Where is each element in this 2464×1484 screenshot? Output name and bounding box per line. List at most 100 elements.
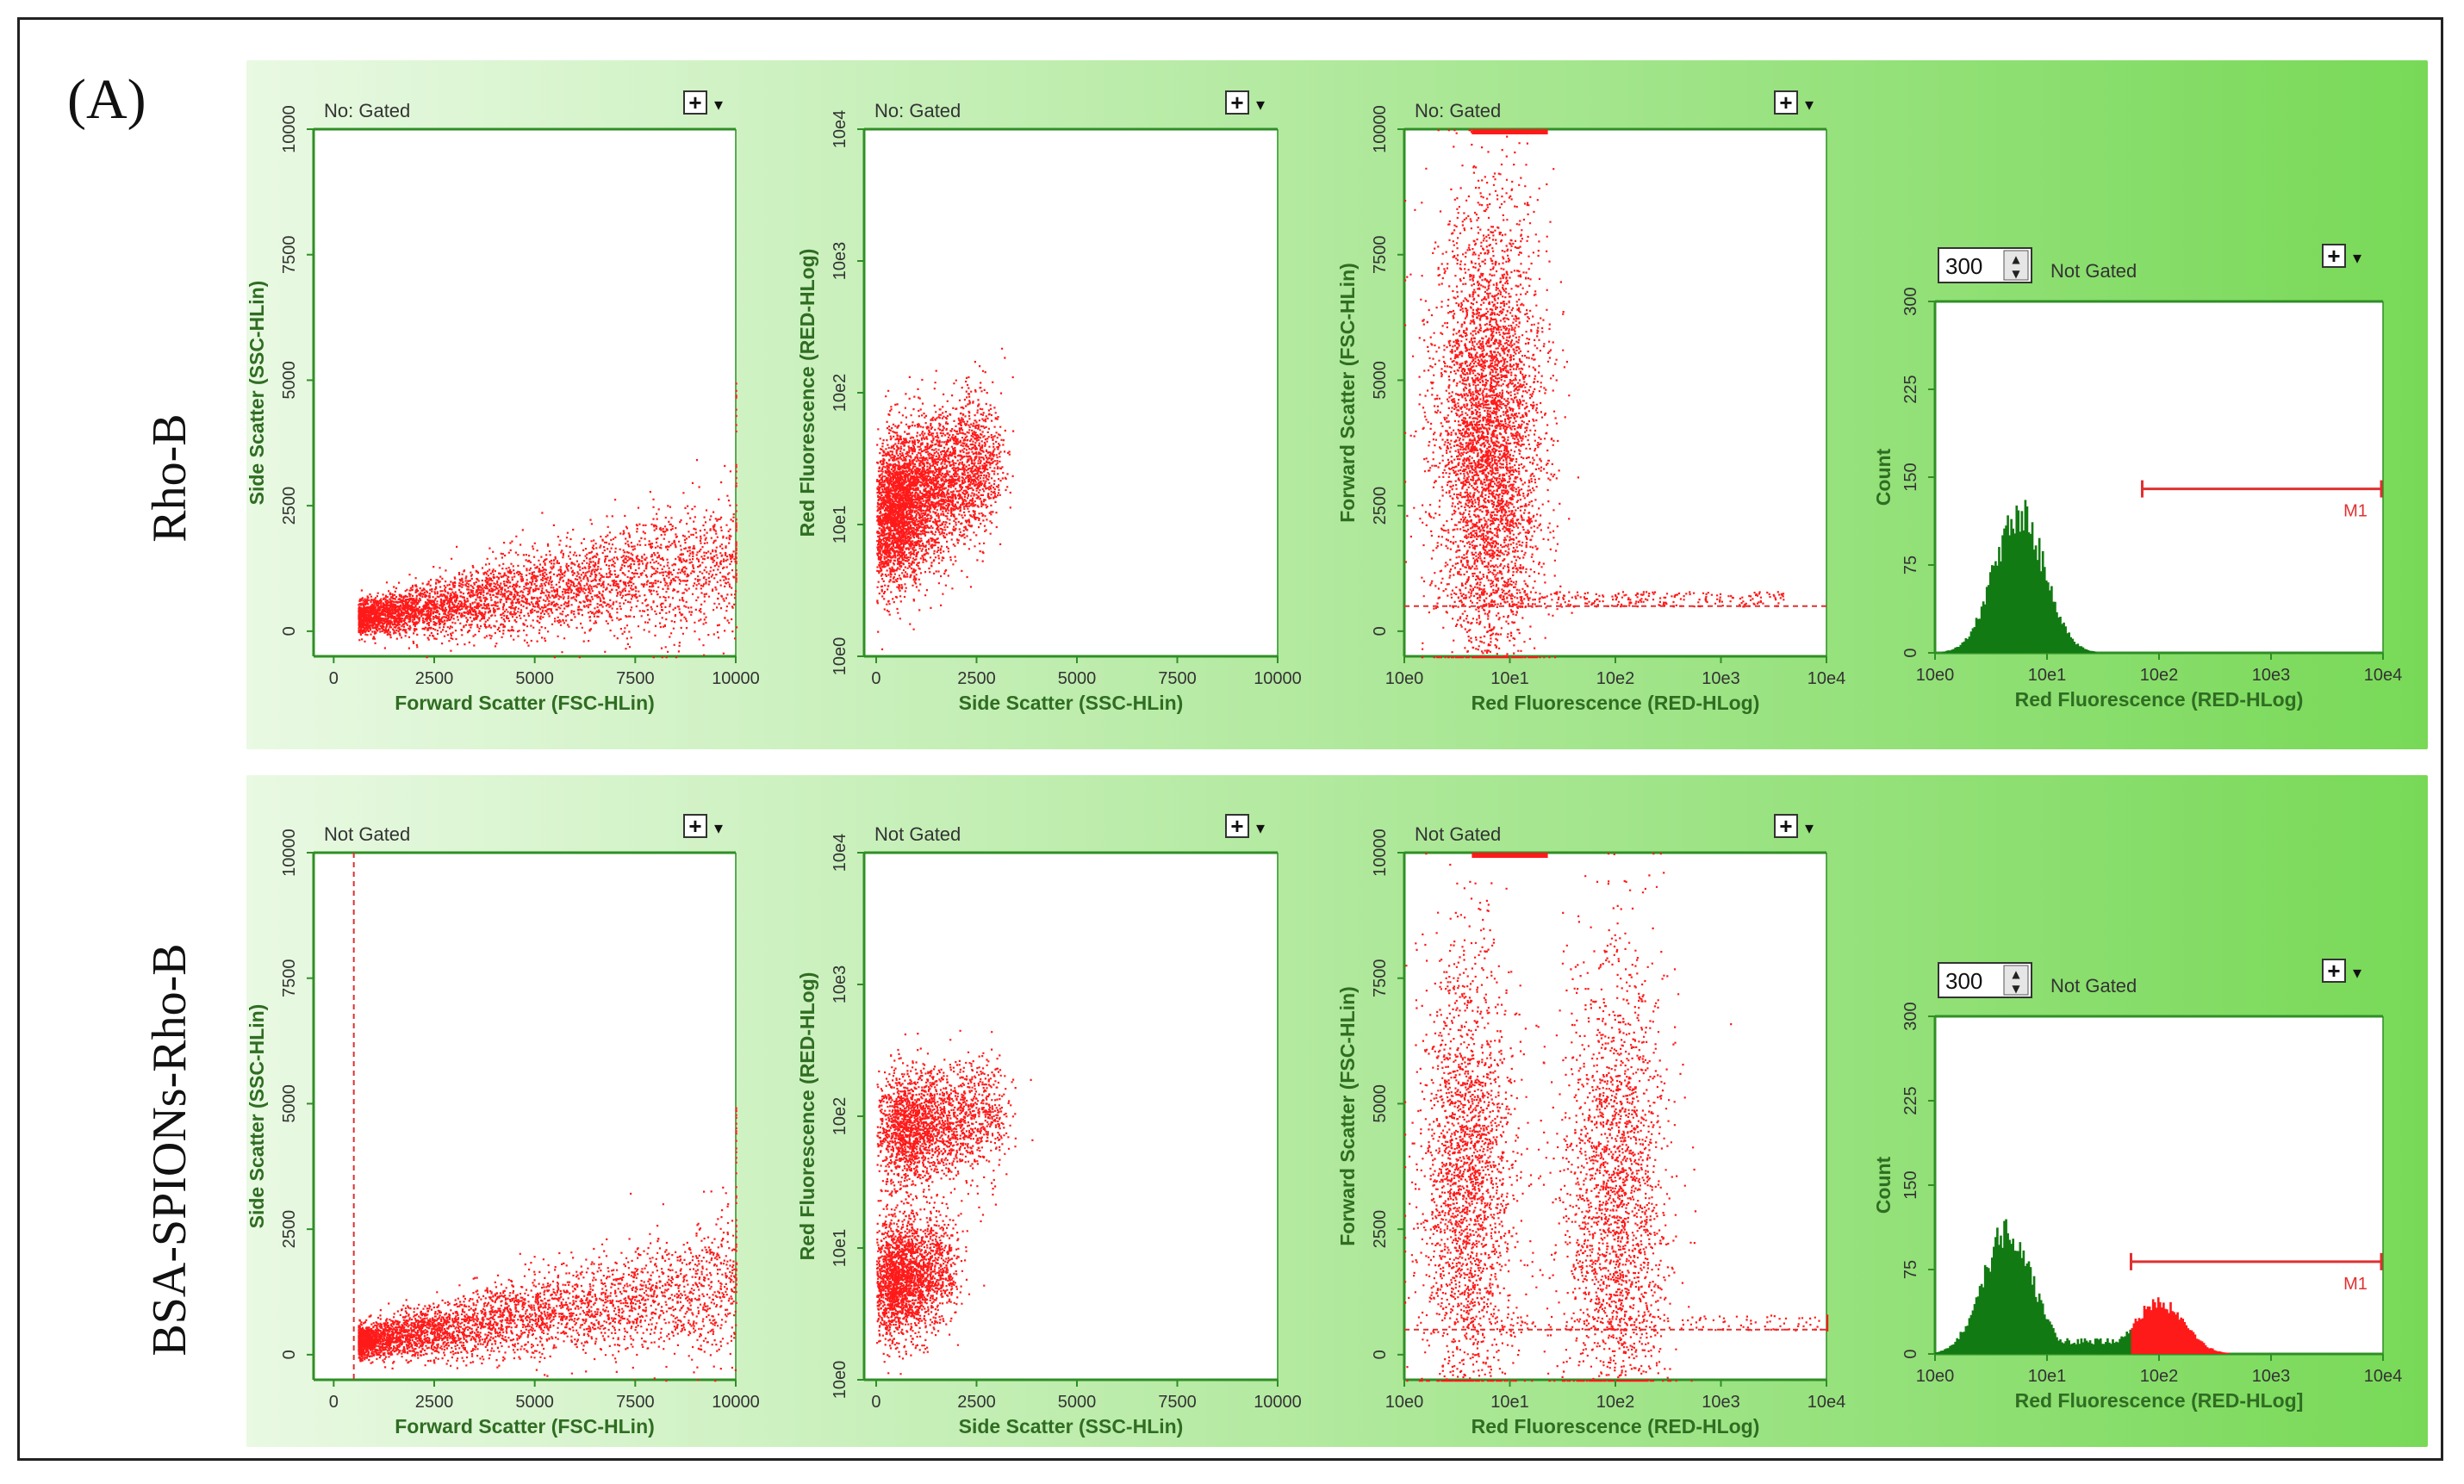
histogram-bar <box>2032 550 2036 653</box>
histogram-bar <box>1985 587 1988 653</box>
x-tick-label: 10e4 <box>2364 1367 2403 1386</box>
histogram-bar <box>2069 1344 2073 1354</box>
histogram-bar <box>2050 1324 2053 1354</box>
x-tick-label: 10e0 <box>1916 1367 1955 1386</box>
histogram-bar <box>2003 1220 2006 1354</box>
histogram-bar <box>2017 1251 2020 1354</box>
histogram-bar <box>2078 1344 2081 1354</box>
add-button <box>1225 814 1249 838</box>
gate-status-label: Not Gated <box>2050 260 2137 282</box>
histogram-bar <box>2180 1317 2183 1354</box>
histogram-bar <box>2110 1344 2112 1354</box>
x-axis-label: Forward Scatter (FSC-HLin) <box>395 1415 655 1437</box>
histogram-bar <box>1987 1268 1990 1354</box>
count-spin-value: 300 <box>1945 253 1982 279</box>
histogram-bar <box>1980 606 1983 653</box>
histogram-bar <box>2137 1318 2141 1354</box>
scatter-plot: 10e0 10e1 10e2 10e3 10e4 0 2500 5000 7500 10000 Re… <box>1336 90 1845 714</box>
histogram-bar <box>2171 1311 2174 1354</box>
histogram-bar <box>1959 1332 1963 1354</box>
histogram-bar <box>1935 1352 1938 1354</box>
histogram-bar <box>2139 1319 2143 1354</box>
histogram-bar <box>1957 1338 1961 1354</box>
y-tick-label: 5000 <box>1371 1084 1390 1123</box>
histogram-bar <box>2094 1338 2097 1354</box>
y-tick-label: 10e3 <box>831 242 849 281</box>
histogram-bar <box>2043 1314 2046 1354</box>
x-tick-label: 10e3 <box>2252 1367 2291 1386</box>
histogram-bar <box>2034 545 2038 653</box>
histogram-bar <box>2061 1342 2063 1354</box>
histogram-bar <box>2081 647 2085 653</box>
y-tick-label: 10000 <box>1371 829 1390 877</box>
histogram-bar <box>2150 1310 2153 1354</box>
histogram-bar <box>1994 1237 1997 1354</box>
histogram-bar <box>1938 1351 1941 1354</box>
histogram-bar <box>2087 649 2090 653</box>
histogram-bar <box>1954 1341 1957 1354</box>
x-tick-label: 7500 <box>1158 1393 1197 1412</box>
histogram-bar <box>2193 1334 2197 1354</box>
x-tick-label: 10e2 <box>1596 669 1635 688</box>
histogram-bar <box>2036 560 2039 653</box>
histogram-bar <box>1985 1267 1988 1354</box>
histogram-bar <box>2143 1306 2146 1354</box>
histogram-bar <box>1987 585 1990 653</box>
gate-status-label: Not Gated <box>874 823 961 845</box>
histogram-bar <box>2187 1328 2190 1354</box>
histogram-bar <box>2132 1323 2136 1354</box>
histogram-bar <box>1996 565 1999 653</box>
x-tick-label: 5000 <box>515 669 554 688</box>
x-tick-label: 0 <box>871 669 880 688</box>
add-button <box>683 90 707 115</box>
histogram-bar <box>2052 1327 2055 1354</box>
x-tick-label: 10000 <box>1254 669 1302 688</box>
histogram-bar <box>1976 1296 1980 1354</box>
y-tick-label: 10000 <box>280 105 299 153</box>
histogram-bar <box>2217 1351 2219 1354</box>
plus-icon: + <box>2327 243 2340 269</box>
y-tick-label: 2500 <box>280 487 299 525</box>
spin-down-icon: ▼ <box>2012 268 2020 280</box>
x-tick-label: 10e3 <box>1702 669 1740 688</box>
histogram-bar <box>2173 1312 2175 1354</box>
histogram-bar <box>1966 638 1969 653</box>
histogram-bar <box>2080 1338 2083 1354</box>
histogram-bar <box>2092 1344 2095 1354</box>
x-tick-label: 10e0 <box>1385 669 1424 688</box>
histogram-bar <box>1998 1245 2000 1354</box>
spin-up-icon: ▲ <box>2012 253 2020 265</box>
histogram-bar <box>1956 1338 1959 1354</box>
y-tick-label: 10e3 <box>831 966 849 1004</box>
x-tick-label: 10e2 <box>2140 666 2179 685</box>
histogram-bar <box>2125 1332 2129 1354</box>
histogram-bar <box>1975 618 1978 653</box>
events-scatter <box>876 347 1015 650</box>
histogram-bar <box>2064 626 2067 653</box>
histogram-bar <box>2124 1336 2127 1354</box>
x-axis-label: Red Fluorescence (RED-HLog) <box>1472 692 1760 714</box>
histogram-bar <box>2050 586 2053 653</box>
histogram-bar <box>2215 1351 2218 1354</box>
histogram-bar <box>2029 533 2032 653</box>
histogram-bar <box>2083 1338 2087 1354</box>
scatter-plot: 0 2500 5000 7500 10000 0 2500 5000 7500 10000 Forw… <box>246 90 760 714</box>
gate-status-label: No: Gated <box>874 100 961 121</box>
scatter-plot: 0 2500 5000 7500 10000 0 2500 5000 7500 10000 Forw… <box>246 813 760 1437</box>
histogram-bar <box>2211 1348 2214 1354</box>
x-tick-label: 0 <box>871 1393 880 1412</box>
histogram-bar <box>1964 1326 1968 1354</box>
x-tick-label: 10e3 <box>2252 666 2291 685</box>
histogram-bar <box>1944 1349 1946 1354</box>
histogram-bar <box>2057 1340 2060 1354</box>
histogram-bar <box>2190 1330 2193 1354</box>
histogram-bar <box>2199 1340 2202 1354</box>
y-tick-label: 2500 <box>280 1210 299 1249</box>
histogram-bar <box>1947 650 1950 653</box>
histogram-bar <box>2083 649 2087 653</box>
histogram-bar <box>2063 1343 2065 1354</box>
histogram-bar <box>2024 500 2027 653</box>
histogram-bar <box>1945 650 1948 653</box>
x-tick-label: 2500 <box>957 669 996 688</box>
